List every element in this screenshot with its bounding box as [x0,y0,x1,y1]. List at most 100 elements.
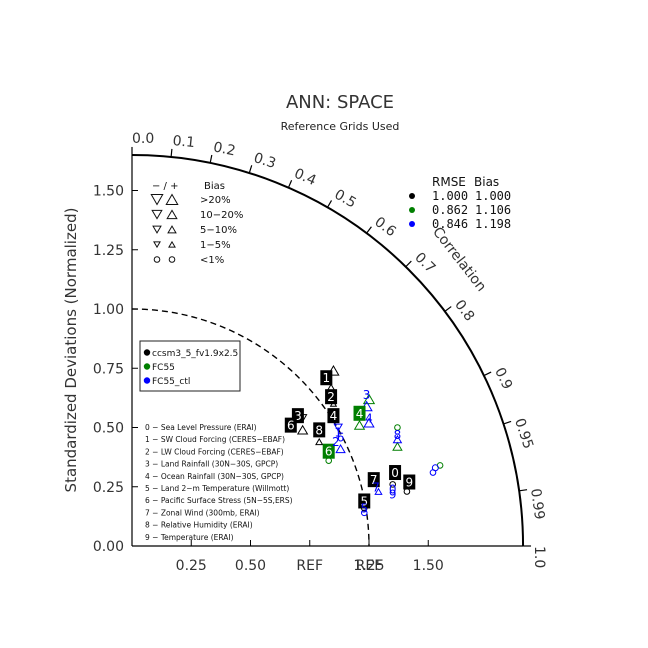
correlation-tick-mark [444,306,452,312]
bias-value: 1.000 [475,189,511,203]
data-point-box [389,465,402,481]
y-tick-label: 1.25 [93,243,124,259]
data-point-box [320,370,333,386]
bias-marker [363,417,375,428]
y-axis-label: Standardized Deviations (Normalized) [62,208,80,493]
bias-marker [392,434,403,444]
correlation-tick-label: 0.1 [172,133,196,151]
rmse-value: 0.862 [432,203,468,217]
data-point-box [325,389,338,405]
case-legend-label: ccsm3_5_fv1.9x2.5 [152,349,238,359]
data-point-label: 8 [315,423,323,437]
data-point-label: 6 [337,430,345,444]
variable-list-item: 0 − Sea Level Pressure (ERAI) [145,423,257,432]
correlation-tick-mark [170,148,173,157]
data-point-label: 3 [294,409,302,423]
bias-marker [360,509,368,517]
data-point-box [358,493,371,509]
variable-list: 0 − Sea Level Pressure (ERAI) 1 − SW Clou… [145,423,293,542]
reference-label: REF [356,558,383,574]
bias-legend: − / + Bias >20% 10−20% 5−10% 1−5% <1% [150,181,243,266]
bias-marker [335,444,346,454]
correlation-tick-label: 1.0 [531,546,547,568]
data-point-box [322,443,335,459]
y-tick-label: 0.25 [93,480,124,496]
data-point-label: 2 [332,435,340,449]
x-tick-label: 0.50 [235,558,266,574]
bias-legend-up-triangle [166,209,178,220]
bias-marker [362,393,376,405]
x-tick-label: 0.25 [176,558,207,574]
case-legend: ccsm3_5_fv1.9x2.5 FC55 FC55_ctl [139,340,241,392]
bias-legend-up-triangle [168,240,176,248]
bias-marker [333,423,344,432]
rmse-header: RMSE [432,175,466,189]
variable-list-item: 6 − Pacific Surface Stress (5N−5S,ERS) [145,496,293,505]
y-tick-label: 0.50 [93,421,124,437]
bias-marker [374,487,383,495]
correlation-tick-mark [327,200,333,208]
data-point-label: 4 [365,412,373,426]
y-tick-label: 1.00 [93,302,124,318]
bias-legend-up-triangle [167,225,177,234]
data-point-label: 4 [330,409,338,423]
bias-marker [392,441,403,451]
diagram-frame [131,153,525,547]
correlation-tick-label: 0.3 [252,150,278,172]
case-legend-box [139,340,241,392]
data-point-label: 2 [327,390,335,404]
correlation-tick-mark [519,489,528,492]
bias-value: 1.198 [475,217,511,231]
y-tick-label: 1.50 [93,184,124,200]
case-legend-dot [143,363,151,370]
bias-marker [315,437,324,446]
data-point-label: 7 [372,480,380,494]
bias-marker [394,424,401,431]
y-tick-label: 0.00 [93,539,124,555]
variable-list-item: 3 − Land Rainfall (30N−30S, GPCP) [145,460,278,469]
bias-legend-bias-header: Bias [204,181,225,192]
data-point-box [367,472,380,488]
bias-marker [429,469,437,476]
correlation-tick-mark [209,154,213,163]
data-point-label: 3 [363,388,371,402]
bias-legend-label: 5−10% [200,225,237,236]
bias-marker [296,424,309,435]
data-point-label: 4 [356,407,364,421]
variable-list-item: 8 − Relative Humidity (ERAI) [145,521,253,530]
bias-value: 1.106 [475,203,511,217]
variable-list-item: 4 − Ocean Rainfall (30N−30S, GPCP) [145,472,284,481]
chart-subtitle: Reference Grids Used [281,120,400,133]
bias-marker [389,481,397,488]
rmse-series-dot [409,221,415,227]
data-point-label: 6 [287,419,295,433]
correlation-tick-label: 0.99 [527,487,547,520]
data-point-label: 0 [391,466,399,480]
bias-legend-label: <1% [200,255,224,266]
correlation-tick-mark [483,371,492,377]
correlation-tick-mark [366,226,372,234]
rmse-value: 0.846 [432,217,468,231]
case-legend-dot [143,377,151,384]
chart-title: ANN: SPACE [286,92,394,113]
bias-legend-label: 10−20% [200,210,243,221]
bias-legend-sign-header: − / + [152,181,178,192]
data-point-label: 8 [394,428,402,442]
data-point-label: 7 [370,473,378,487]
bias-legend-up-triangle [165,193,179,205]
data-point-label: 1 [323,371,331,385]
bias-legend-label: 1−5% [200,240,231,251]
bias-legend-circle [168,256,176,263]
data-point-label: 9 [389,487,397,501]
bias-marker [353,419,366,430]
bias-legend-down-triangle [151,209,163,220]
variable-list-item: 5 − Land 2−m Temperature (Willmott) [145,484,289,493]
reference-arc [131,308,370,547]
axis-ticks: 0.000.250.500.751.001.251.500.25 0.50 REF 1… [93,131,547,574]
variable-list-item: 2 − LW Cloud Forcing (CERES−EBAF) [145,447,284,456]
bias-legend-down-triangle [150,194,164,206]
